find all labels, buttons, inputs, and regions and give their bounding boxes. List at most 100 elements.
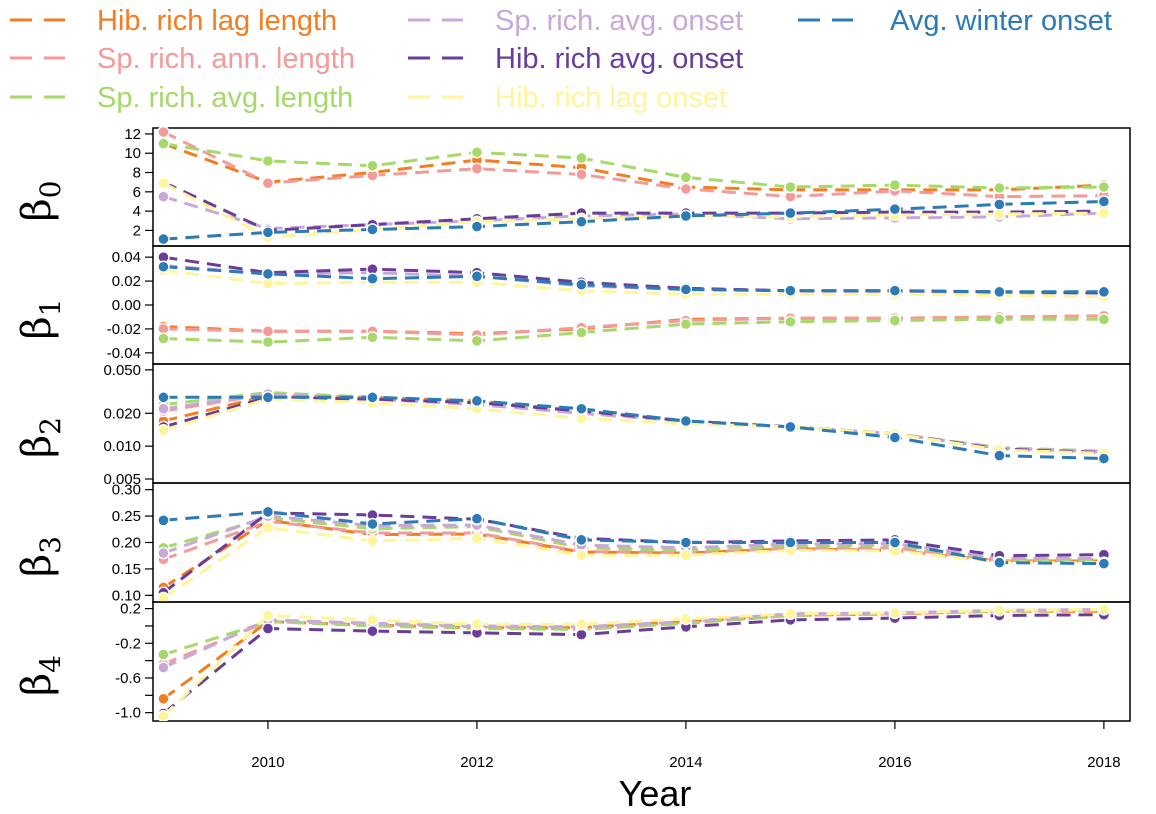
- y-tick-label: 0.2: [120, 601, 141, 618]
- y-axis-label: β1: [14, 299, 67, 340]
- data-point: [366, 534, 379, 548]
- data-point: [157, 514, 170, 527]
- data-point: [157, 137, 170, 150]
- legend-item: Hib. rich avg. onset: [408, 43, 743, 75]
- data-point: [888, 284, 902, 297]
- series-b1-1: [157, 309, 1111, 342]
- y-tick-label: 12: [124, 126, 141, 143]
- data-point: [157, 176, 170, 190]
- data-point: [261, 335, 275, 349]
- data-point: [784, 206, 797, 220]
- data-point: [888, 606, 902, 620]
- data-point: [261, 622, 275, 635]
- data-point: [366, 272, 379, 285]
- panel-b4: -1.0 -0.6 -0.2 0.2 β4: [14, 601, 1131, 722]
- data-point: [157, 391, 170, 404]
- y-tick-label: -0.6: [115, 670, 141, 687]
- panel-frame: [152, 482, 1131, 603]
- series-line: [162, 397, 1104, 455]
- series-b2-6: [157, 391, 1111, 465]
- legend-label: Avg. winter onset: [890, 5, 1112, 37]
- series-line: [162, 608, 1104, 657]
- legend-label: Sp. rich. ann. length: [97, 43, 355, 75]
- series-b4-3: [157, 603, 1111, 674]
- series-line: [162, 181, 1104, 239]
- series-line: [162, 514, 1104, 560]
- series-b2-4: [157, 391, 1111, 459]
- y-axis-label-symbol: β: [14, 316, 60, 339]
- y-tick-label: 0.020: [103, 405, 141, 422]
- series-b4-5: [157, 603, 1111, 721]
- y-axis-label-symbol: β: [14, 673, 60, 696]
- series-line: [163, 265, 1104, 294]
- series-b4-2: [157, 604, 1111, 661]
- series-line: [163, 200, 1104, 241]
- series-b3-6: [157, 505, 1111, 570]
- series-b0-2: [157, 137, 1111, 195]
- y-tick-label: 0.30: [112, 482, 141, 499]
- y-tick-label: 0.010: [103, 438, 141, 455]
- series-line: [163, 317, 1104, 344]
- series-line: [163, 395, 1104, 460]
- panel-b0: 2 4 6 8 10 12 β0: [14, 125, 1131, 247]
- data-point: [470, 618, 484, 631]
- data-point: [157, 332, 170, 345]
- y-tick-label: 0.005: [103, 471, 141, 488]
- y-axis-b4: -1.0 -0.6 -0.2 0.2: [115, 601, 153, 722]
- y-axis-b3: 0.10 0.15 0.20 0.25 0.30: [112, 482, 153, 604]
- series-line: [162, 511, 1104, 594]
- data-point: [157, 692, 170, 705]
- series-line: [162, 180, 1104, 232]
- data-point: [1097, 603, 1111, 616]
- data-point: [157, 648, 170, 661]
- series-line: [162, 519, 1104, 562]
- y-tick-label: 0.00: [112, 297, 141, 314]
- data-point: [366, 391, 379, 404]
- y-tick-label: 0.050: [103, 362, 141, 379]
- y-tick-label: 0.02: [112, 273, 141, 290]
- y-tick-label: -0.04: [107, 345, 141, 362]
- x-tick-label: 2014: [669, 754, 702, 771]
- series-b0-1: [157, 125, 1111, 203]
- y-axis-label-symbol: β: [14, 198, 60, 221]
- legend-item: Sp. rich. ann. length: [10, 43, 355, 75]
- data-point: [366, 517, 379, 531]
- x-axis: 2010 2012 2014 2016 2018 Year: [251, 721, 1121, 814]
- series-line: [162, 130, 1104, 199]
- panel-frame: [152, 245, 1131, 365]
- data-point: [993, 181, 1006, 195]
- data-point: [1097, 206, 1111, 220]
- series-b1-6: [157, 260, 1111, 299]
- panel-b2: 0.005 0.010 0.020 0.050 β2: [14, 362, 1131, 488]
- data-point: [575, 548, 588, 562]
- y-axis-label-subscript: 0: [34, 181, 67, 199]
- y-axis-label-subscript: 2: [34, 417, 67, 435]
- y-tick-label: 8: [133, 165, 141, 182]
- y-axis-b1: -0.04 -0.02 0.00 0.02 0.04: [107, 249, 153, 362]
- series-b3-5: [157, 521, 1111, 602]
- data-point: [575, 533, 588, 547]
- data-point: [784, 284, 797, 297]
- series-line: [163, 314, 1104, 337]
- series-b0-6: [157, 195, 1111, 246]
- y-tick-label: 2: [133, 222, 141, 239]
- data-point: [993, 604, 1006, 617]
- plot-panels: 24681012β0-0.04-0.020.000.020.04β10.0050…: [14, 125, 1131, 722]
- legend: Hib. rich lag length Sp. rich. ann. lengt…: [10, 5, 1112, 114]
- data-point: [679, 209, 693, 223]
- data-point: [575, 215, 588, 228]
- y-axis-label-subscript: 3: [34, 536, 67, 554]
- data-point: [888, 202, 902, 216]
- data-point: [470, 270, 484, 283]
- data-point: [1097, 452, 1111, 465]
- data-point: [470, 532, 484, 545]
- x-tick-label: 2010: [251, 754, 284, 771]
- y-tick-label: 0.15: [112, 561, 141, 578]
- data-point: [575, 402, 588, 415]
- y-axis-b0: 2 4 6 8 10 12: [124, 126, 153, 239]
- data-point: [784, 315, 797, 328]
- data-point: [470, 512, 484, 525]
- data-point: [261, 609, 275, 622]
- series-line: [162, 613, 1104, 715]
